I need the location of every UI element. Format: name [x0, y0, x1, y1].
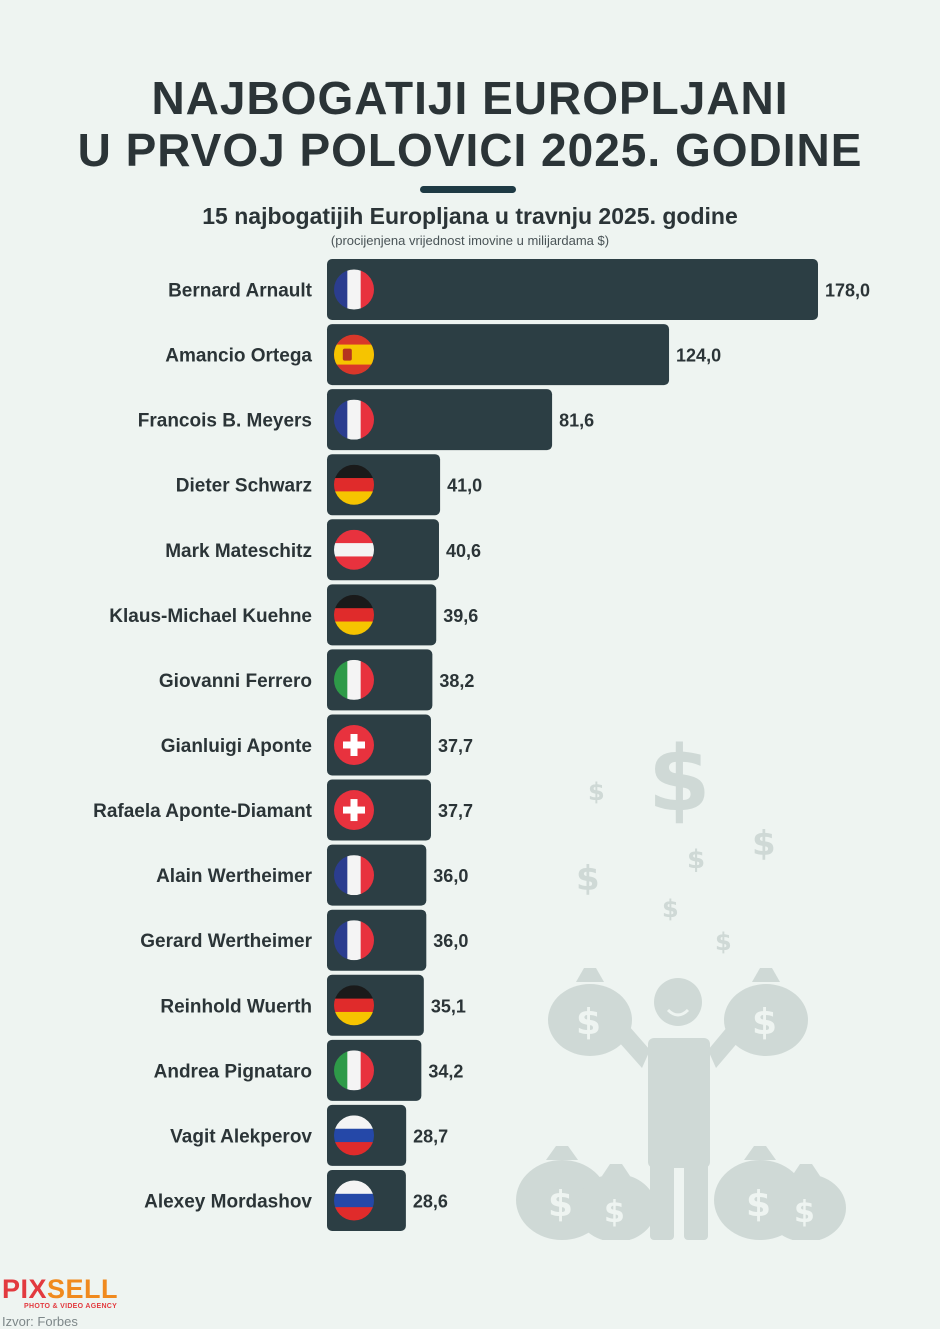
data-label: 37,7	[438, 801, 473, 821]
germany-flag-icon	[334, 594, 374, 635]
data-label: 28,7	[413, 1126, 448, 1146]
svg-text:$: $	[794, 1195, 815, 1230]
data-label: 40,6	[446, 541, 481, 561]
france-flag-icon	[334, 920, 374, 961]
pixsell-logo: PIXSELL	[2, 1274, 119, 1304]
data-label: 37,7	[438, 736, 473, 756]
category-label: Mark Mateschitz	[165, 541, 312, 562]
category-label: Andrea Pignataro	[154, 1061, 312, 1082]
russia-flag-icon	[334, 1180, 374, 1221]
category-label: Gerard Wertheimer	[140, 931, 312, 952]
title-line-2: U PRVOJ POLOVICI 2025. GODINE	[77, 124, 863, 176]
france-flag-icon	[334, 269, 374, 310]
switzerland-flag-icon	[334, 790, 374, 831]
person-icon	[594, 978, 762, 1240]
svg-text:$: $	[548, 1184, 573, 1225]
data-label: 36,0	[433, 931, 468, 951]
data-label: 38,2	[439, 671, 474, 691]
austria-flag-icon	[334, 529, 374, 570]
germany-flag-icon	[334, 464, 374, 505]
page-title: NAJBOGATIJI EUROPLJANI U PRVOJ POLOVICI …	[0, 72, 940, 176]
france-flag-icon	[334, 399, 374, 440]
dollar-sign-icon: $	[715, 928, 732, 956]
data-label: 35,1	[431, 996, 466, 1016]
category-label: Amancio Ortega	[165, 346, 312, 367]
svg-text:$: $	[576, 1002, 601, 1043]
germany-flag-icon	[334, 985, 374, 1026]
unit-note: (procijenjena vrijednost imovine u milij…	[330, 233, 610, 248]
logo-tagline: PHOTO & VIDEO AGENCY	[24, 1303, 118, 1310]
dollar-sign-icon: $	[648, 727, 711, 832]
svg-text:$: $	[746, 1184, 771, 1225]
category-label: Alain Wertheimer	[156, 866, 313, 887]
svg-text:$: $	[604, 1195, 625, 1230]
data-label: 81,6	[559, 411, 594, 431]
category-label: Alexey Mordashov	[144, 1191, 312, 1212]
italy-flag-icon	[334, 659, 374, 700]
data-label: 36,0	[433, 866, 468, 886]
france-flag-icon	[334, 855, 374, 896]
dollar-sign-icon: $	[687, 845, 705, 875]
category-label: Francois B. Meyers	[138, 411, 312, 432]
category-label: Vagit Alekperov	[170, 1126, 312, 1147]
dollar-sign-icon: $	[588, 778, 605, 806]
source-note: Izvor: Forbes	[2, 1314, 78, 1329]
russia-flag-icon	[334, 1115, 374, 1156]
money-man-illustration: $ $ $ $ $ $ $ $ $ $ $ $ $	[516, 727, 846, 1240]
switzerland-flag-icon	[334, 724, 374, 765]
title-line-1: NAJBOGATIJI EUROPLJANI	[151, 72, 789, 124]
data-label: 124,0	[676, 346, 721, 366]
title-divider	[420, 186, 516, 193]
category-label: Reinhold Wuerth	[160, 996, 312, 1017]
dollar-sign-icon: $	[662, 895, 679, 923]
svg-text:$: $	[752, 1002, 777, 1043]
category-label: Bernard Arnault	[168, 281, 313, 302]
data-label: 28,6	[413, 1191, 448, 1211]
bar	[327, 389, 553, 451]
dollar-sign-icon: $	[752, 824, 776, 864]
dollar-sign-icon: $	[576, 859, 600, 899]
data-label: 34,2	[428, 1061, 463, 1081]
chart-subtitle: 15 najbogatijih Europljana u travnju 202…	[202, 203, 738, 229]
category-label: Rafaela Aponte-Diamant	[93, 801, 313, 822]
data-label: 41,0	[447, 476, 482, 496]
italy-flag-icon	[334, 1050, 374, 1091]
bar	[327, 324, 670, 386]
data-label: 39,6	[443, 606, 478, 626]
spain-flag-icon	[334, 334, 374, 375]
category-label: Dieter Schwarz	[176, 476, 312, 497]
data-label: 178,0	[825, 281, 870, 301]
category-label: Giovanni Ferrero	[159, 671, 312, 692]
category-label: Gianluigi Aponte	[161, 736, 312, 757]
bar	[327, 259, 818, 320]
money-bag-icon	[516, 968, 846, 1240]
category-label: Klaus-Michael Kuehne	[109, 606, 312, 627]
